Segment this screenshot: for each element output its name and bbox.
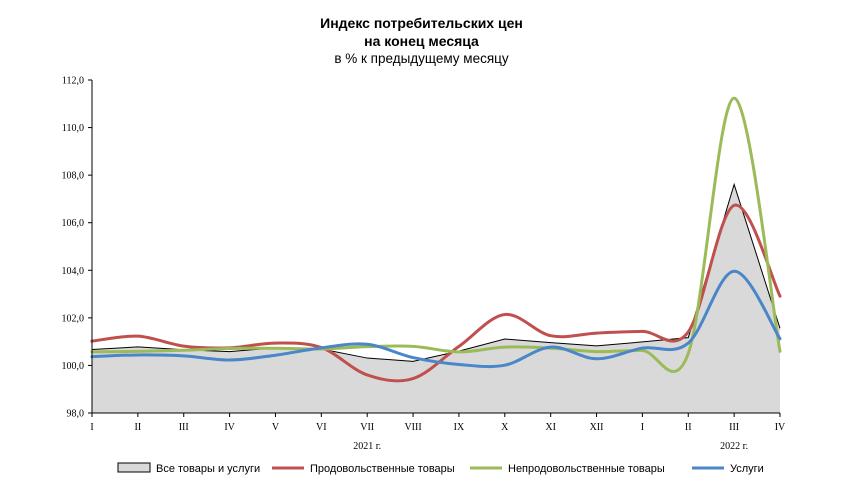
- legend-item-1: Продовольственные товары: [272, 463, 455, 475]
- y-tick-label: 106,0: [62, 218, 85, 229]
- y-tick-label: 104,0: [62, 266, 85, 277]
- x-tick-label: III: [729, 422, 739, 433]
- series-line-all-goods: [91, 182, 781, 362]
- y-tick-label: 102,0: [62, 313, 85, 324]
- legend-label: Продовольственные товары: [310, 463, 455, 475]
- legend-swatch-area: [117, 462, 151, 473]
- series-line-2: [90, 96, 782, 373]
- x-tick-label: VIII: [404, 422, 421, 433]
- legend: Все товары и услуги Продовольственные тов…: [117, 462, 764, 475]
- chart-title-block: Индекс потребительских цен на конец меся…: [0, 14, 843, 68]
- legend-label: Непродовольственные товары: [508, 463, 665, 475]
- plot-area: [90, 96, 782, 413]
- chart-subtitle: в % к предыдущему месяцу: [334, 51, 509, 66]
- x-tick-label: IX: [454, 422, 465, 433]
- x-tick-label: III: [179, 422, 189, 433]
- x-tick-label: XII: [590, 422, 604, 433]
- series-area-fill: [92, 184, 780, 413]
- y-tick-label: 100,0: [62, 361, 85, 372]
- x-tick-label: VII: [360, 422, 374, 433]
- x-tick-label: II: [685, 422, 692, 433]
- legend-label: Все товары и услуги: [156, 463, 260, 475]
- legend-label: Услуги: [730, 463, 764, 475]
- chart-title: Индекс потребительских цен: [320, 15, 523, 31]
- x-tick-label: IV: [224, 422, 235, 433]
- x-tick-label: I: [641, 422, 644, 433]
- x-tick-label: X: [501, 422, 509, 433]
- y-tick-label: 98,0: [67, 409, 85, 420]
- y-tick-label: 112,0: [62, 76, 84, 87]
- series-line-3: [90, 269, 782, 369]
- chart-title-line2: на конец месяца: [364, 33, 479, 49]
- x-tick-label: XI: [545, 422, 556, 433]
- x-tick-label: VI: [316, 422, 327, 433]
- legend-item-3: Услуги: [692, 463, 764, 475]
- legend-item-0: Все товары и услуги: [117, 462, 260, 475]
- x-tick-label: I: [90, 422, 93, 433]
- year-label: 2021 г.: [353, 441, 381, 452]
- axes: 98,0 100,0 102,0 104,0 106,0 108,0 110,0 112,0 I…: [62, 76, 787, 453]
- x-tick-label: V: [272, 422, 280, 433]
- y-tick-label: 110,0: [62, 123, 84, 134]
- x-tick-label: II: [135, 422, 142, 433]
- y-tick-label: 108,0: [62, 171, 85, 182]
- legend-item-2: Непродовольственные товары: [470, 463, 665, 475]
- year-label: 2022 г.: [720, 441, 748, 452]
- x-tick-label: IV: [775, 422, 786, 433]
